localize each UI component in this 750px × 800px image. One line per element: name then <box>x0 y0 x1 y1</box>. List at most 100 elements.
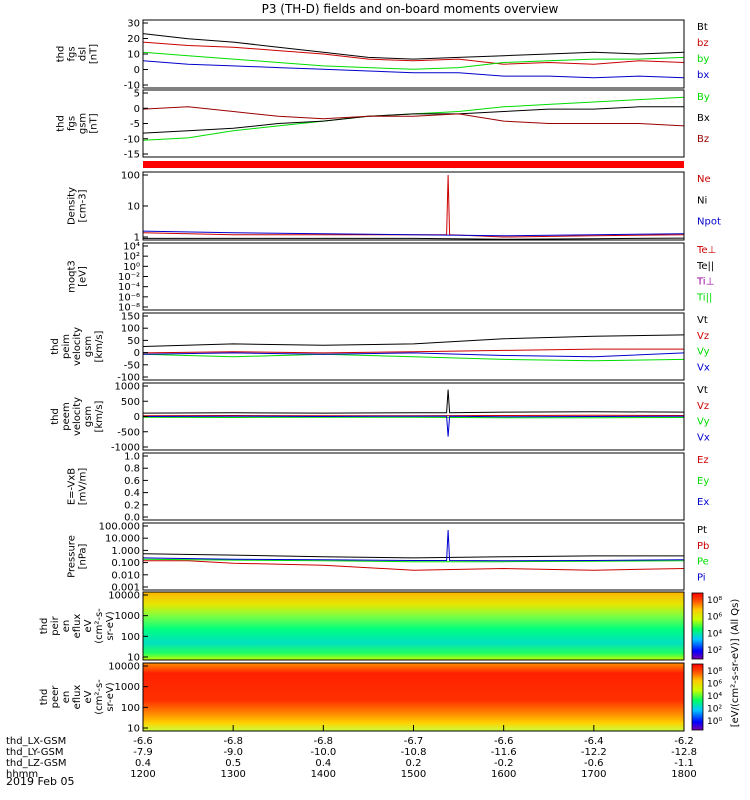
panel-frame <box>142 242 685 311</box>
ylabel-peem-velocity: velocity <box>72 397 83 436</box>
peir-spectrogram <box>143 592 684 660</box>
ytick-label: 10.000 <box>105 534 140 545</box>
series-line-pressure-Pe <box>142 558 685 563</box>
ytick-label: 100 <box>121 171 140 182</box>
legend-peim-velocity-Vx: Vx <box>697 362 710 373</box>
xtick-label: -0.2 <box>494 758 514 769</box>
series-line-fgs-gsm-By <box>142 96 685 141</box>
peer-spectrogram <box>143 663 684 731</box>
ytick-label: 50 <box>127 336 140 347</box>
ytick-label: 0.0 <box>124 513 140 524</box>
xtick-label: -12.8 <box>671 747 697 758</box>
ylabel-peer: peer <box>50 685 61 709</box>
ylabel-temperature: moqt3 <box>67 260 78 293</box>
xtick-label: -6.6 <box>133 736 153 747</box>
ytick-label: 10 <box>127 202 140 213</box>
xtick-label: -6.8 <box>223 736 243 747</box>
xtick-label: -0.6 <box>584 758 604 769</box>
ytick-label: 0 <box>134 104 140 115</box>
ytick-label: -500 <box>117 427 140 438</box>
peer-colorbar-tick: 10⁴ <box>707 692 722 702</box>
legend-density-Npot: Npot <box>697 217 721 228</box>
panel-frame <box>142 312 685 381</box>
ytick-label: 100.000 <box>99 522 140 533</box>
peir-colorbar-tick: 10⁶ <box>707 613 722 623</box>
xtick-label: 1700 <box>581 769 606 780</box>
series-line-fgs-dsl-by <box>142 51 685 70</box>
series-line-fgs-dsl-Bt <box>142 33 685 60</box>
ylabel-peir: peir <box>50 615 61 635</box>
legend-e-field-Ex: Ex <box>697 497 709 508</box>
xaxis-row-label: thd_LX-GSM <box>6 736 66 747</box>
xaxis-row-label: thd_LZ-GSM <box>6 758 67 769</box>
ytick-label: 0 <box>134 348 140 359</box>
peir-colorbar <box>691 592 704 660</box>
series-line-pressure-Pt <box>142 553 684 559</box>
ytick-label: 1.0 <box>124 452 140 463</box>
ytick-label: 0.010 <box>111 570 140 581</box>
ylabel-peim-velocity: thd <box>50 338 61 355</box>
series-line-peim-velocity-Vt <box>142 334 685 347</box>
ytick-label: 10000 <box>108 591 140 602</box>
ytick-label: -10 <box>124 81 140 92</box>
xtick-label: 0.4 <box>135 758 151 769</box>
panel-density: Ne Ni Npot 100 10 1 Density [cm-3] <box>67 171 721 244</box>
legend-peem-velocity-Vy: Vy <box>697 417 710 428</box>
legend-peem-velocity-Vt: Vt <box>697 385 708 396</box>
ylabel-temperature: [eV] <box>78 266 89 287</box>
ylabel-peir: en <box>61 620 72 633</box>
xtick-label: -6.6 <box>494 736 514 747</box>
ylabel-peim-velocity: velocity <box>72 327 83 366</box>
ytick-label: 500 <box>121 397 140 408</box>
xtick-label: -9.0 <box>223 747 243 758</box>
ylabel-fgs-gsm: thd <box>56 115 67 132</box>
ylabel-pressure: Pressure <box>67 535 78 578</box>
xtick-label: 1200 <box>130 769 155 780</box>
xtick-label: 1400 <box>311 769 336 780</box>
ylabel-fgs-dsl: fgs <box>67 46 78 61</box>
peer-colorbar <box>691 663 704 731</box>
peir-colorbar-tick: 10⁴ <box>707 629 722 639</box>
legend-density-Ne: Ne <box>697 174 711 185</box>
peer-colorbar-tick: 10⁸ <box>707 667 722 677</box>
legend-peem-velocity-Vx: Vx <box>697 432 710 443</box>
ylabel-e-field: [mV/m] <box>78 468 89 506</box>
xtick-label: 0.2 <box>406 758 422 769</box>
series-line-peem-velocity-Vy <box>142 416 685 419</box>
legend-peim-velocity-Vt: Vt <box>697 315 708 326</box>
xtick-label: 1300 <box>220 769 245 780</box>
legend-pressure-Pb: Pb <box>697 541 709 552</box>
ytick-label: 10⁴ <box>123 242 140 253</box>
ytick-label: 10000 <box>108 662 140 673</box>
ylabel-fgs-dsl: [nT] <box>89 44 100 64</box>
ylabel-fgs-dsl: thd <box>56 46 67 63</box>
series-line-fgs-dsl-bx <box>142 60 685 79</box>
ylabel-peem-velocity: peem <box>61 402 72 430</box>
ytick-label: -10 <box>124 134 140 145</box>
panel-fgs-dsl: Bt bz by bx 30 20 10 0 -10 thd fgs dsl [nT] <box>56 19 710 92</box>
ylabel-peer: eflux <box>72 685 83 710</box>
legend-temperature-Te⊥: Te⊥ <box>696 245 716 256</box>
xtick-label: 0.4 <box>315 758 331 769</box>
xaxis-row-label: hhmm <box>6 769 38 780</box>
ylabel-density: Density <box>67 187 78 225</box>
ytick-label: 20 <box>127 34 140 45</box>
ytick-label: 10⁻⁴ <box>118 282 140 293</box>
ytick-label: 10⁰ <box>123 262 140 273</box>
panel-peer: 10000 1000 100 10 thd peer en eflux eV (cm²-s-sr-… <box>39 662 685 735</box>
legend-peem-velocity-Vz: Vz <box>697 401 709 412</box>
legend-temperature-Te||: Te|| <box>696 261 714 272</box>
ytick-label: 10 <box>127 724 140 735</box>
ytick-label: -5 <box>130 119 140 130</box>
legend-fgs-dsl-bx: bx <box>697 70 709 81</box>
legend-peim-velocity-Vy: Vy <box>697 347 710 358</box>
legend-fgs-gsm-Bx: Bx <box>697 113 710 124</box>
xaxis-row-label: thd_LY-GSM <box>6 747 63 758</box>
series-line-fgs-dsl-bz <box>142 41 685 65</box>
panel-frame <box>142 171 685 241</box>
xtick-label: 1800 <box>671 769 696 780</box>
